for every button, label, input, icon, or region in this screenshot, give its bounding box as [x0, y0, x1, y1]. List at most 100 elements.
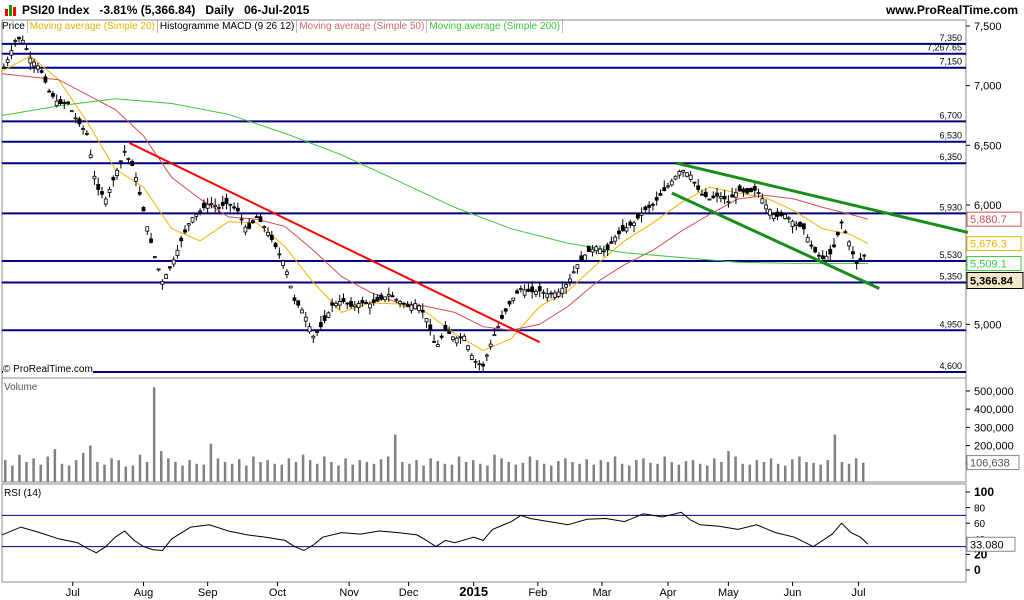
- support-label: 4,600: [939, 361, 962, 371]
- candle-body: [801, 223, 806, 230]
- candle-body: [47, 90, 52, 93]
- volume-last-label: 106,638: [970, 458, 1010, 470]
- candle-body: [635, 212, 640, 219]
- volume-bar: [734, 456, 737, 482]
- volume-bar: [649, 462, 652, 482]
- legend-ma200[interactable]: Moving average (Simple 200): [427, 20, 564, 33]
- candle-body: [126, 158, 131, 160]
- candle-body: [617, 230, 621, 235]
- x-tick-label: Dec: [399, 587, 419, 599]
- candle-body: [386, 294, 391, 297]
- legend-price[interactable]: Price: [0, 20, 28, 33]
- candle-body: [839, 221, 844, 224]
- volume-bar: [819, 464, 822, 482]
- candle-body: [224, 197, 229, 204]
- volume-bar: [181, 465, 184, 482]
- candle-body: [745, 188, 750, 194]
- x-tick-label: Feb: [528, 587, 547, 599]
- volume-bar: [507, 461, 510, 482]
- volume-bar: [117, 460, 120, 482]
- candle-body: [277, 253, 282, 256]
- candle-body: [405, 304, 410, 307]
- volume-bar: [691, 460, 695, 482]
- volume-bar: [103, 464, 106, 482]
- volume-bar: [720, 461, 723, 482]
- volume-bar: [812, 462, 815, 482]
- volume-bar: [315, 463, 319, 482]
- candle-body: [85, 132, 89, 135]
- candle-body: [556, 291, 561, 297]
- volume-bar: [479, 463, 482, 482]
- volume-bar: [159, 451, 163, 482]
- candle-body: [749, 187, 753, 193]
- candle-body: [220, 201, 225, 206]
- candle-body: [752, 186, 757, 191]
- candle-body: [658, 193, 663, 196]
- volume-bar: [557, 461, 560, 482]
- candle-body: [179, 237, 184, 242]
- support-label: 7,150: [939, 57, 962, 67]
- candle-body: [534, 290, 538, 295]
- candle-body: [43, 76, 48, 83]
- volume-bar: [308, 460, 312, 482]
- candle-body: [447, 331, 452, 335]
- candle-body: [692, 181, 697, 184]
- volume-bar: [330, 461, 333, 482]
- volume-bar: [542, 463, 546, 482]
- candle-body: [24, 48, 29, 50]
- candle-body: [266, 232, 270, 236]
- volume-bar: [705, 465, 709, 482]
- candle-body: [469, 354, 474, 360]
- volume-bar: [401, 461, 404, 482]
- candle-body: [473, 360, 478, 363]
- candle-body: [594, 246, 599, 252]
- candle-body: [435, 344, 440, 348]
- chart-header: PSI20 Index -3.81% (5,366.84) Daily 06-J…: [0, 0, 1024, 20]
- volume-bar: [805, 461, 808, 482]
- candle-body: [156, 268, 161, 271]
- candle-body: [251, 220, 255, 224]
- volume-bar: [429, 458, 432, 482]
- candle-body: [356, 303, 361, 308]
- candle-body: [820, 255, 825, 260]
- volume-bar: [422, 465, 425, 482]
- candle-body: [711, 195, 716, 198]
- candle-body: [639, 212, 644, 216]
- volume-bar: [188, 460, 191, 482]
- candle-body: [364, 301, 369, 304]
- volume-title: Volume: [4, 382, 38, 393]
- candle-body: [134, 177, 138, 182]
- volume-bar: [727, 451, 730, 482]
- candle-body: [130, 160, 135, 166]
- volume-bar: [599, 460, 603, 482]
- legend-macd[interactable]: Histogramme MACD (9 26 12): [157, 20, 298, 33]
- site-name[interactable]: www.ProRealTime.com: [885, 3, 1018, 17]
- candle-body: [809, 244, 814, 247]
- volume-bar: [216, 458, 220, 482]
- legend-ma50[interactable]: Moving average (Simple 50): [297, 20, 428, 33]
- legend-ma20[interactable]: Moving average (Simple 20): [27, 20, 158, 33]
- candle-body: [247, 222, 252, 229]
- candle-body: [235, 207, 240, 212]
- x-tick-label: Sep: [198, 587, 218, 599]
- candle-body: [786, 217, 791, 220]
- volume-bar: [642, 458, 645, 482]
- volume-bar: [762, 461, 766, 482]
- x-tick-label: May: [718, 587, 739, 599]
- indicator-legend: Price Moving average (Simple 20) Histogram…: [0, 20, 564, 34]
- volume-bar: [53, 449, 57, 482]
- chart-icon: [5, 5, 16, 16]
- candle-body: [737, 185, 742, 192]
- volume-bar: [60, 463, 64, 482]
- candle-body: [5, 59, 10, 63]
- x-tick-label: Apr: [659, 587, 676, 599]
- candle-body: [368, 303, 372, 309]
- candle-body: [330, 302, 335, 306]
- candle-body: [390, 295, 395, 298]
- volume-bar: [713, 458, 716, 482]
- volume-bar: [245, 465, 248, 482]
- support-label: 5,350: [939, 272, 962, 282]
- candle-body: [601, 250, 606, 253]
- candle-body: [379, 294, 384, 300]
